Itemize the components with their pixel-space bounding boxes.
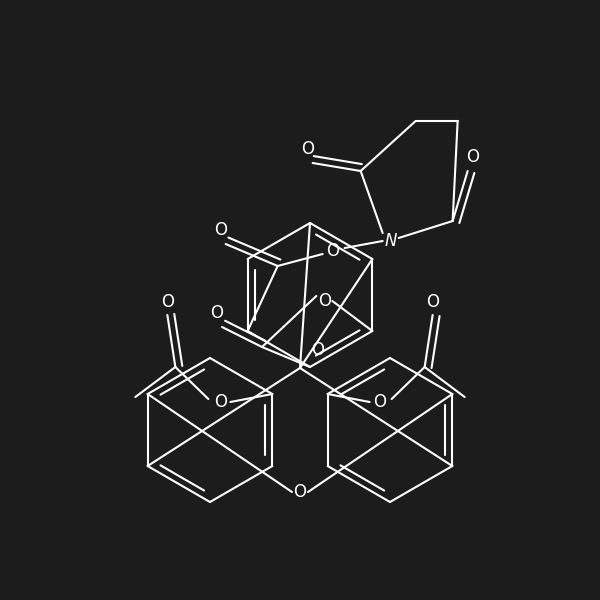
Text: O: O bbox=[466, 148, 479, 166]
Text: O: O bbox=[161, 293, 174, 311]
Text: O: O bbox=[311, 341, 325, 359]
Text: O: O bbox=[326, 242, 339, 260]
Text: O: O bbox=[301, 140, 314, 158]
Text: O: O bbox=[211, 304, 223, 322]
Text: O: O bbox=[373, 393, 386, 411]
Text: O: O bbox=[293, 483, 307, 501]
Text: O: O bbox=[214, 221, 227, 239]
Text: N: N bbox=[385, 232, 397, 250]
Text: O: O bbox=[426, 293, 439, 311]
Text: O: O bbox=[214, 393, 227, 411]
Text: O: O bbox=[318, 292, 331, 310]
